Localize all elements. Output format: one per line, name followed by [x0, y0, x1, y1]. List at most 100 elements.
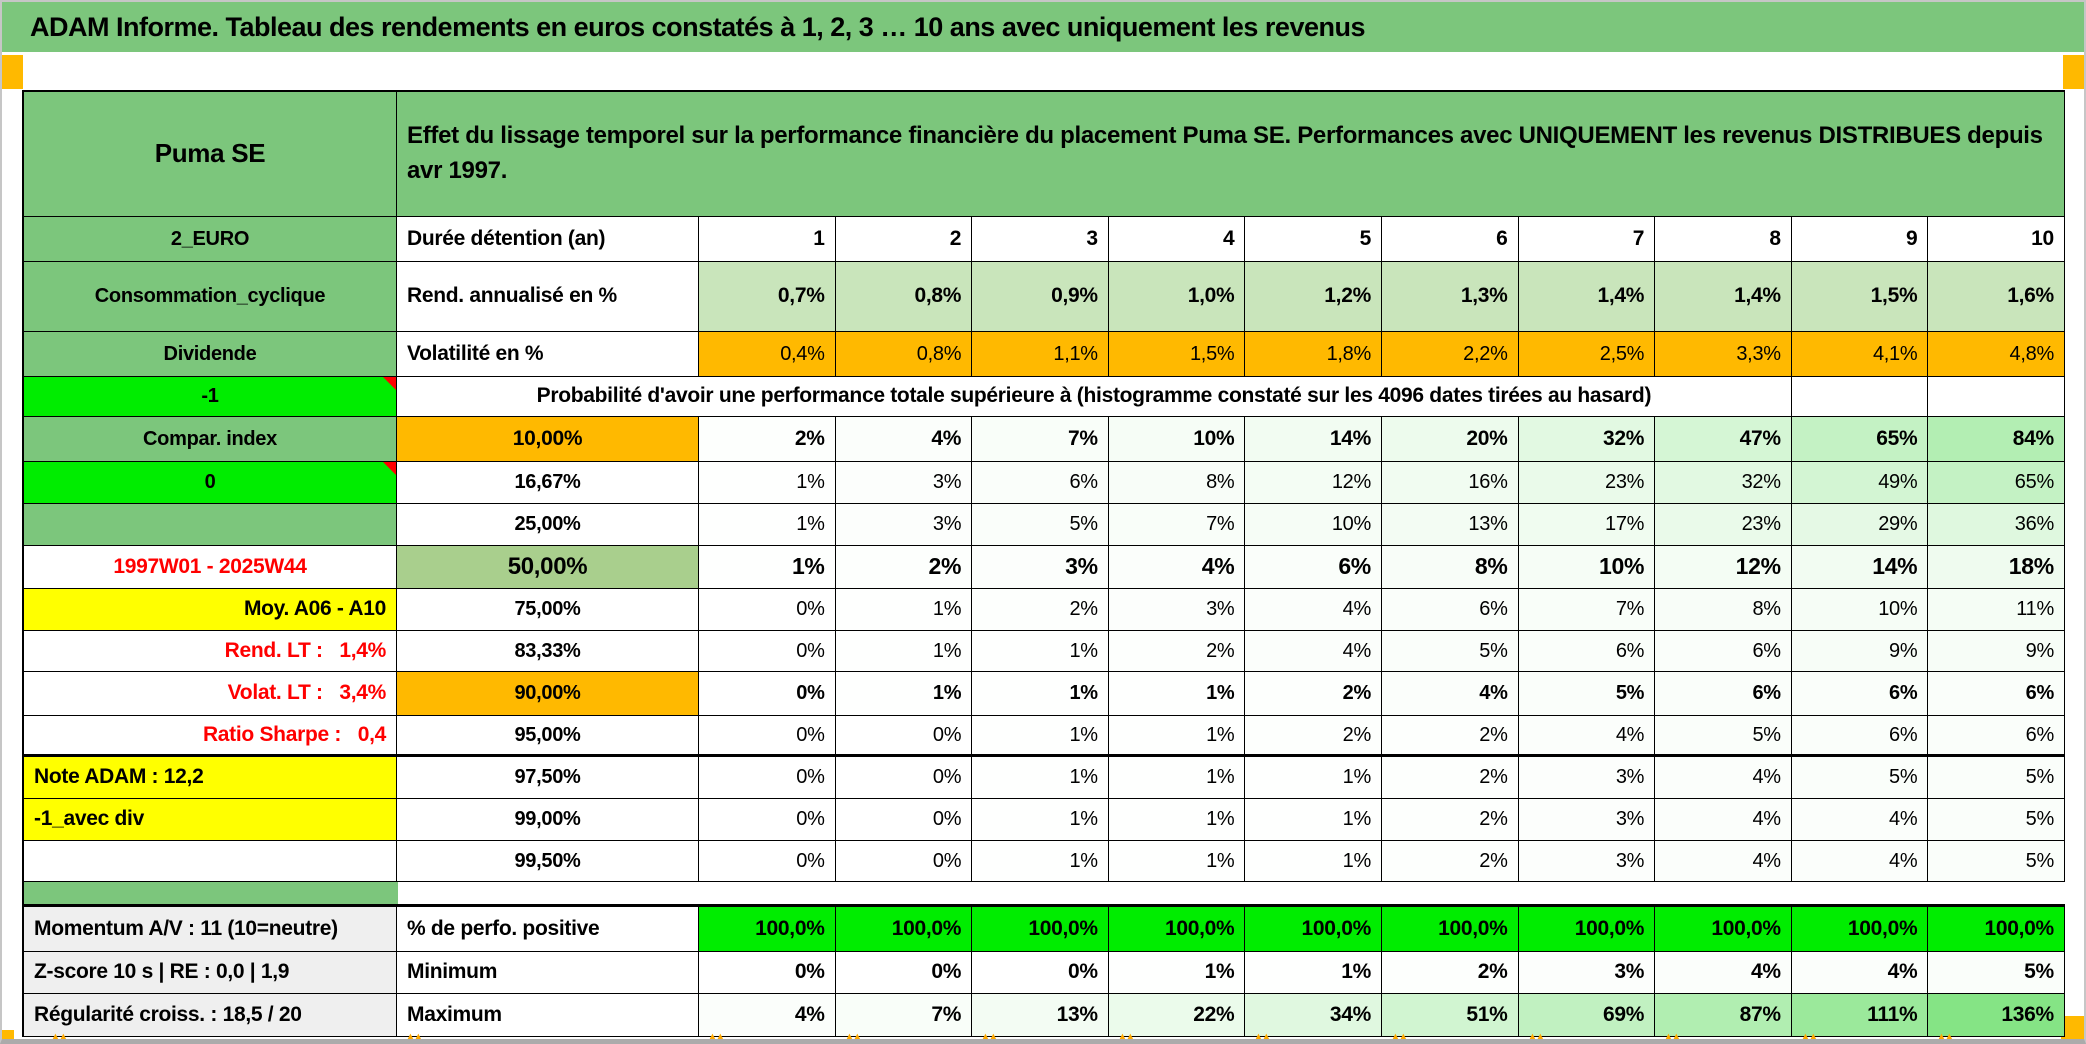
- row-volatility-col-6[interactable]: 2,2%: [1381, 332, 1519, 377]
- row-p75-col-1[interactable]: 0%: [699, 589, 836, 631]
- row-duration-col-1[interactable]: 1: [699, 217, 836, 262]
- row-p99-col-1[interactable]: 0%: [699, 799, 836, 841]
- row-probability-note-label[interactable]: -1: [24, 377, 397, 417]
- row-annualized-return-col-2[interactable]: 0,8%: [835, 262, 973, 332]
- row-p99-5-col-8[interactable]: 4%: [1655, 841, 1792, 882]
- row-p97-5-col-6[interactable]: 2%: [1381, 757, 1519, 799]
- row-volatility-col-8[interactable]: 3,3%: [1655, 332, 1792, 377]
- row-p75-col-6[interactable]: 6%: [1381, 589, 1519, 631]
- row-p25-head[interactable]: 25,00%: [397, 504, 699, 546]
- row-maximum-col-6[interactable]: 51%: [1381, 994, 1519, 1037]
- row-p90-col-4[interactable]: 1%: [1108, 672, 1246, 716]
- row-p99-5-col-5[interactable]: 1%: [1245, 841, 1382, 882]
- row-maximum-col-1[interactable]: 4%: [699, 994, 836, 1037]
- row-p75-col-5[interactable]: 4%: [1245, 589, 1382, 631]
- row-p99-col-6[interactable]: 2%: [1381, 799, 1519, 841]
- row-p50-col-7[interactable]: 10%: [1518, 546, 1656, 589]
- row-p16-67-col-6[interactable]: 16%: [1381, 462, 1519, 504]
- row-probability-note-col-10[interactable]: [1928, 377, 2065, 417]
- row-p75-head[interactable]: 75,00%: [397, 589, 699, 631]
- row-positive-perf-col-7[interactable]: 100,0%: [1518, 907, 1656, 952]
- row-volatility-col-7[interactable]: 2,5%: [1518, 332, 1656, 377]
- row-positive-perf-col-1[interactable]: 100,0%: [699, 907, 836, 952]
- row-p25-col-2[interactable]: 3%: [835, 504, 973, 546]
- row-minimum-col-6[interactable]: 2%: [1381, 952, 1519, 994]
- row-p90-col-6[interactable]: 4%: [1381, 672, 1519, 716]
- row-p97-5-col-7[interactable]: 3%: [1518, 757, 1656, 799]
- row-p90-col-2[interactable]: 1%: [835, 672, 973, 716]
- row-probability-note-merged[interactable]: Probabilité d'avoir une performance tota…: [397, 377, 1792, 417]
- row-title-block-description[interactable]: Effet du lissage temporel sur la perform…: [397, 92, 2065, 217]
- row-p75-col-10[interactable]: 11%: [1928, 589, 2065, 631]
- row-p10-col-8[interactable]: 47%: [1655, 417, 1792, 462]
- row-volatility-label[interactable]: Dividende: [24, 332, 397, 377]
- row-p99-label[interactable]: -1_avec div: [24, 799, 397, 841]
- row-minimum-col-3[interactable]: 0%: [972, 952, 1109, 994]
- row-p97-5-label[interactable]: Note ADAM : 12,2: [24, 757, 397, 799]
- row-p83-33-col-7[interactable]: 6%: [1518, 631, 1656, 672]
- row-annualized-return-col-9[interactable]: 1,5%: [1791, 262, 1929, 332]
- row-p83-33-col-9[interactable]: 9%: [1791, 631, 1929, 672]
- row-annualized-return-col-3[interactable]: 0,9%: [972, 262, 1109, 332]
- row-maximum-col-10[interactable]: 136%: [1928, 994, 2065, 1037]
- row-p83-33-head[interactable]: 83,33%: [397, 631, 699, 672]
- row-p97-5-col-5[interactable]: 1%: [1245, 757, 1382, 799]
- row-positive-perf-col-6[interactable]: 100,0%: [1381, 907, 1519, 952]
- row-p50-label[interactable]: 1997W01 - 2025W44: [24, 546, 397, 589]
- row-p90-head[interactable]: 90,00%: [397, 672, 699, 716]
- row-p83-33-col-3[interactable]: 1%: [972, 631, 1109, 672]
- row-p25-col-3[interactable]: 5%: [972, 504, 1109, 546]
- row-p25-col-8[interactable]: 23%: [1655, 504, 1792, 546]
- row-minimum-label[interactable]: Z-score 10 s | RE : 0,0 | 1,9: [24, 952, 397, 994]
- row-minimum-head[interactable]: Minimum: [397, 952, 699, 994]
- row-minimum-col-8[interactable]: 4%: [1655, 952, 1792, 994]
- row-p10-col-5[interactable]: 14%: [1245, 417, 1382, 462]
- row-annualized-return-col-8[interactable]: 1,4%: [1655, 262, 1792, 332]
- row-p50-col-1[interactable]: 1%: [699, 546, 836, 589]
- row-p10-col-9[interactable]: 65%: [1791, 417, 1929, 462]
- row-duration-col-9[interactable]: 9: [1791, 217, 1929, 262]
- row-p99-5-col-3[interactable]: 1%: [972, 841, 1109, 882]
- row-p16-67-head[interactable]: 16,67%: [397, 462, 699, 504]
- row-p99-col-3[interactable]: 1%: [972, 799, 1109, 841]
- row-p99-5-col-4[interactable]: 1%: [1108, 841, 1246, 882]
- row-p75-col-9[interactable]: 10%: [1791, 589, 1929, 631]
- row-p83-33-col-4[interactable]: 2%: [1108, 631, 1246, 672]
- row-p97-5-col-4[interactable]: 1%: [1108, 757, 1246, 799]
- row-annualized-return-col-5[interactable]: 1,2%: [1245, 262, 1382, 332]
- row-p50-col-4[interactable]: 4%: [1108, 546, 1246, 589]
- row-volatility-head[interactable]: Volatilité en %: [397, 332, 699, 377]
- row-p50-col-9[interactable]: 14%: [1791, 546, 1929, 589]
- row-title-block-label[interactable]: Puma SE: [24, 92, 397, 217]
- row-p99-col-4[interactable]: 1%: [1108, 799, 1246, 841]
- row-p95-col-4[interactable]: 1%: [1108, 716, 1246, 757]
- row-p25-col-10[interactable]: 36%: [1928, 504, 2065, 546]
- row-p99-5-col-6[interactable]: 2%: [1381, 841, 1519, 882]
- row-p95-col-10[interactable]: 6%: [1928, 716, 2065, 757]
- row-p97-5-head[interactable]: 97,50%: [397, 757, 699, 799]
- row-minimum-col-4[interactable]: 1%: [1108, 952, 1246, 994]
- row-duration-col-4[interactable]: 4: [1108, 217, 1246, 262]
- row-annualized-return-col-6[interactable]: 1,3%: [1381, 262, 1519, 332]
- row-duration-label[interactable]: 2_EURO: [24, 217, 397, 262]
- row-p97-5-col-10[interactable]: 5%: [1928, 757, 2065, 799]
- row-p97-5-col-3[interactable]: 1%: [972, 757, 1109, 799]
- row-volatility-col-3[interactable]: 1,1%: [972, 332, 1109, 377]
- row-p99-5-col-9[interactable]: 4%: [1791, 841, 1929, 882]
- row-p99-col-8[interactable]: 4%: [1655, 799, 1792, 841]
- row-p95-col-5[interactable]: 2%: [1245, 716, 1382, 757]
- row-p99-col-5[interactable]: 1%: [1245, 799, 1382, 841]
- sheet-title-cell[interactable]: ADAM Informe. Tableau des rendements en …: [2, 2, 2084, 52]
- row-annualized-return-col-10[interactable]: 1,6%: [1928, 262, 2065, 332]
- row-p10-head[interactable]: 10,00%: [397, 417, 699, 462]
- row-p99-5-col-7[interactable]: 3%: [1518, 841, 1656, 882]
- row-p95-col-2[interactable]: 0%: [835, 716, 973, 757]
- row-minimum-col-5[interactable]: 1%: [1245, 952, 1382, 994]
- row-p25-col-1[interactable]: 1%: [699, 504, 836, 546]
- row-p97-5-col-1[interactable]: 0%: [699, 757, 836, 799]
- row-p25-col-6[interactable]: 13%: [1381, 504, 1519, 546]
- row-maximum-col-3[interactable]: 13%: [972, 994, 1109, 1037]
- row-maximum-col-5[interactable]: 34%: [1245, 994, 1382, 1037]
- row-p99-5-head[interactable]: 99,50%: [397, 841, 699, 882]
- row-p90-col-1[interactable]: 0%: [699, 672, 836, 716]
